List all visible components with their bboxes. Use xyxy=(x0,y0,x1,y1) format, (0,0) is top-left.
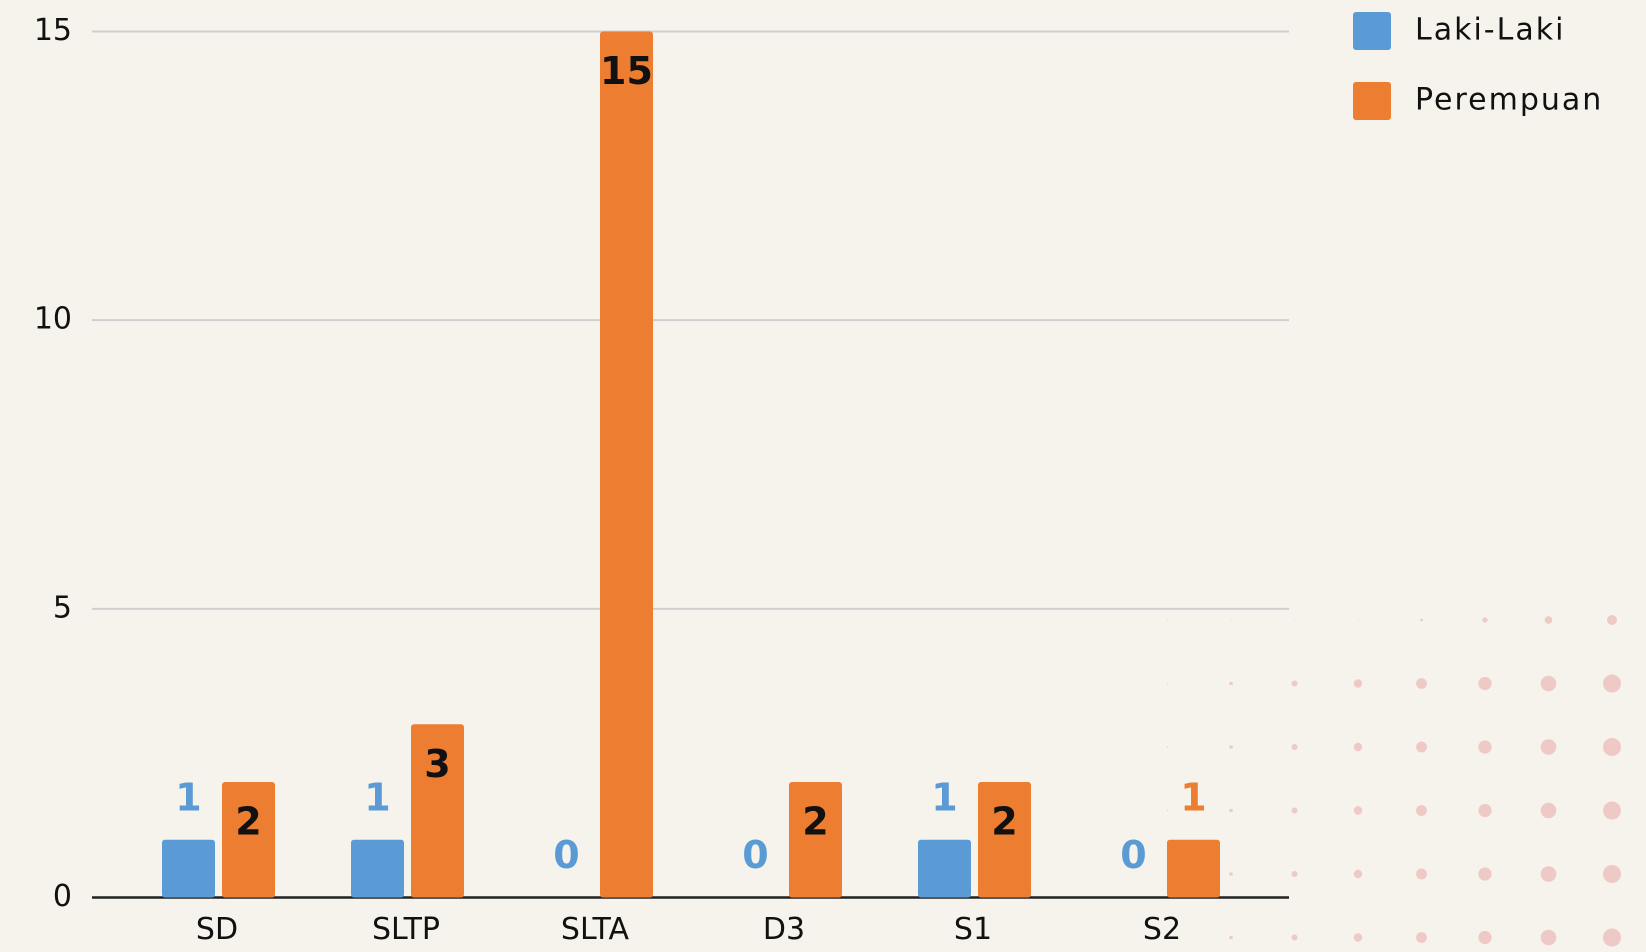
decoration-dot xyxy=(1540,802,1557,819)
decoration-dot xyxy=(1540,675,1557,692)
bar xyxy=(1167,839,1220,898)
x-tick-label: SD xyxy=(196,912,238,947)
decoration-dot xyxy=(1607,615,1617,625)
decoration-dot xyxy=(1229,808,1233,813)
bar xyxy=(162,839,215,898)
decoration-dot xyxy=(1353,869,1363,879)
bar xyxy=(351,839,404,898)
decoration-dot xyxy=(1166,936,1169,939)
decoration-dot xyxy=(1291,744,1298,750)
legend-label: Laki-Laki xyxy=(1415,13,1565,48)
y-tick-label: 0 xyxy=(53,879,72,914)
decoration-dot xyxy=(1291,807,1298,814)
decoration-dot xyxy=(1603,674,1621,693)
decoration-dot xyxy=(1230,619,1232,621)
decoration-dot xyxy=(1291,934,1298,941)
decoration-dot xyxy=(1167,619,1168,621)
value-label: 1 xyxy=(931,775,957,819)
decoration-dot xyxy=(1357,619,1359,621)
decoration-dot xyxy=(1353,933,1363,942)
decoration-dot xyxy=(1478,930,1492,945)
value-label: 2 xyxy=(802,800,828,844)
decoration-dot xyxy=(1166,746,1169,748)
decoration-dot xyxy=(1478,803,1492,818)
decoration-dot xyxy=(1291,680,1298,687)
decoration-dot xyxy=(1603,738,1621,756)
decoration-dot xyxy=(1416,741,1427,753)
bar xyxy=(918,839,971,898)
decoration-dot xyxy=(1353,679,1363,688)
bar xyxy=(411,724,464,898)
x-tick-label: S1 xyxy=(954,912,992,947)
decoration-dot xyxy=(1353,806,1363,815)
decoration-dot xyxy=(1166,809,1169,812)
decoration-dot xyxy=(1229,745,1233,749)
value-label: 0 xyxy=(1120,833,1146,877)
value-label: 15 xyxy=(600,49,653,93)
decoration-dot xyxy=(1478,740,1492,754)
value-label: 1 xyxy=(175,775,201,819)
value-label: 0 xyxy=(553,833,579,877)
decoration-dot xyxy=(1603,928,1621,947)
decoration-dot xyxy=(1166,682,1169,685)
x-tick-label: D3 xyxy=(763,912,805,947)
value-label: 0 xyxy=(742,833,768,877)
decoration-dot xyxy=(1229,872,1233,876)
decoration-dot xyxy=(1603,865,1621,883)
value-label: 1 xyxy=(1180,775,1206,819)
x-tick-label: SLTA xyxy=(561,912,630,947)
value-label: 3 xyxy=(424,742,450,786)
decoration-dot xyxy=(1291,871,1298,877)
value-label: 2 xyxy=(235,800,261,844)
legend-label: Perempuan xyxy=(1415,83,1603,118)
bar xyxy=(978,782,1031,898)
bar xyxy=(789,782,842,898)
decoration-dot xyxy=(1416,868,1427,880)
value-label: 1 xyxy=(364,775,390,819)
decoration-dot xyxy=(1420,618,1423,622)
decoration-dot xyxy=(1294,619,1295,621)
value-label: 2 xyxy=(991,800,1017,844)
bar xyxy=(222,782,275,898)
x-tick-label: S2 xyxy=(1143,912,1181,947)
legend-swatch xyxy=(1353,12,1391,50)
decoration-dot xyxy=(1544,616,1553,624)
decoration-dot xyxy=(1478,676,1492,691)
decoration-dot xyxy=(1540,866,1557,882)
decoration-dot xyxy=(1540,739,1557,755)
legend-swatch xyxy=(1353,82,1391,120)
y-tick-label: 5 xyxy=(53,590,72,625)
decoration-dot xyxy=(1229,681,1233,686)
decoration-dot xyxy=(1478,867,1492,881)
y-tick-label: 15 xyxy=(34,13,72,48)
decoration-dot xyxy=(1416,932,1427,943)
decoration-dot xyxy=(1416,678,1427,689)
x-tick-label: SLTP xyxy=(372,912,440,947)
decoration-dot xyxy=(1603,801,1621,820)
decoration-dot xyxy=(1353,742,1363,752)
decoration-dot xyxy=(1229,935,1233,940)
y-tick-label: 10 xyxy=(34,302,72,337)
bar xyxy=(600,31,653,898)
decoration-dot xyxy=(1482,617,1488,623)
decoration-dot xyxy=(1416,805,1427,816)
decoration-dot xyxy=(1540,929,1557,946)
